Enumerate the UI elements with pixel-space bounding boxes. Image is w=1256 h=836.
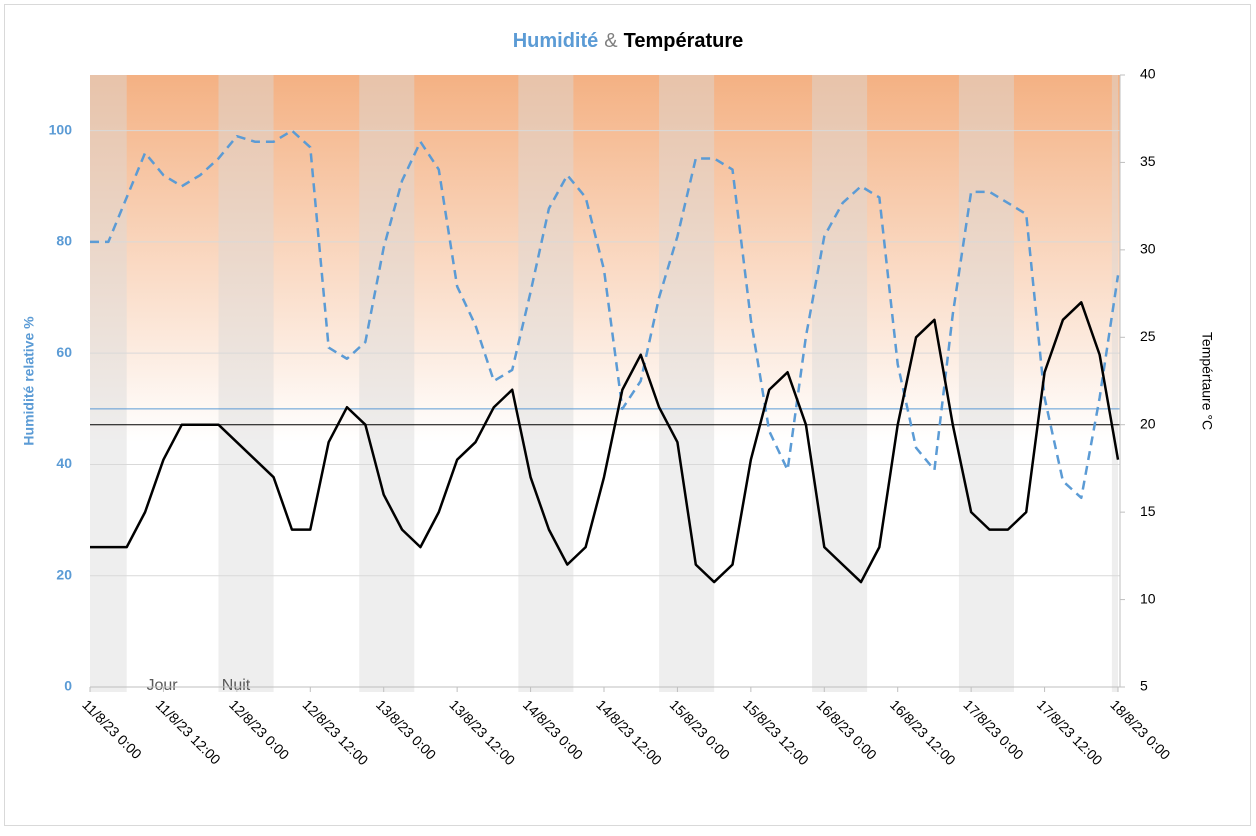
night-band: [1111, 75, 1118, 692]
plot-background: [90, 75, 1120, 687]
y-tick-label: 60: [56, 344, 72, 360]
title-sep: &: [604, 30, 618, 52]
band-label: Jour: [146, 677, 178, 694]
night-band: [812, 75, 868, 692]
y2-tick-label: 40: [1140, 66, 1156, 82]
y2-axis-label: Tempértaure °C: [1199, 332, 1215, 430]
y2-tick-label: 5: [1140, 678, 1148, 694]
series-line: [90, 301, 1120, 584]
y2-tick-label: 30: [1140, 241, 1156, 257]
band-label: Nuit: [222, 677, 251, 694]
title-humidity: Humidité: [513, 30, 599, 52]
y-tick-label: 100: [49, 121, 73, 137]
y-tick-label: 40: [56, 455, 72, 471]
y2-tick-label: 20: [1140, 415, 1156, 431]
night-band: [359, 75, 415, 692]
y-tick-label: 20: [56, 566, 72, 582]
night-band: [958, 75, 1014, 692]
y-tick-label: 0: [64, 678, 72, 694]
y-axis-label: Humidité relative %: [21, 316, 37, 446]
night-band: [218, 75, 274, 692]
night-band: [659, 75, 715, 692]
y2-tick-label: 25: [1140, 328, 1156, 344]
chart-title: Humidité & Température: [513, 30, 744, 52]
y2-tick-label: 35: [1140, 153, 1156, 169]
title-temperature: Température: [624, 30, 744, 52]
night-band: [90, 75, 127, 692]
night-band: [518, 75, 574, 692]
y-tick-label: 80: [56, 233, 72, 249]
y2-tick-label: 10: [1140, 590, 1156, 606]
y2-tick-label: 15: [1140, 503, 1156, 519]
